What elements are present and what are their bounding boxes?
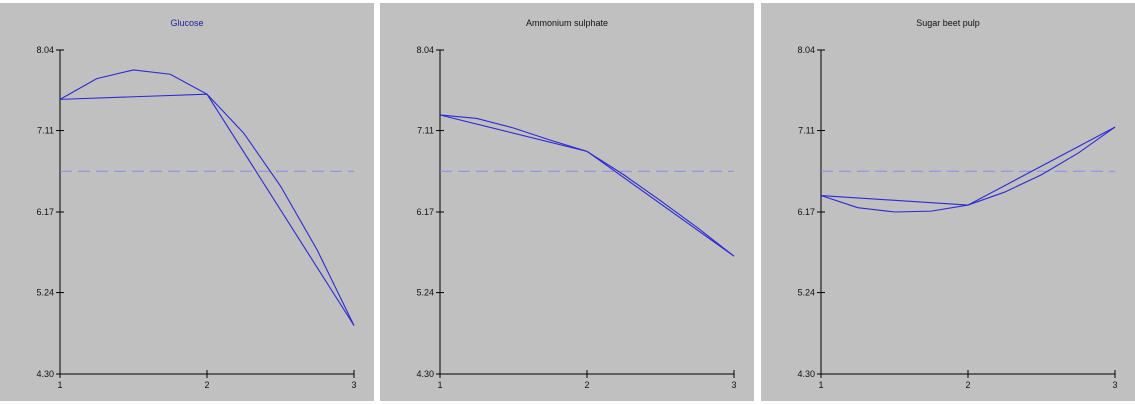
series-segment-line xyxy=(820,126,1116,206)
sugar-beet-pulp-chart: 4.30 5.24 6.17 7.11 8.04 1 2 3 xyxy=(797,45,1117,390)
y-tick-label: 4.30 xyxy=(36,369,54,379)
ammonium-sulphate-chart: 4.30 5.24 6.17 7.11 8.04 1 2 3 xyxy=(416,45,736,390)
glucose-title: Glucose xyxy=(170,18,204,28)
x-tick-label: 3 xyxy=(1112,380,1117,390)
y-tick-label: 4.30 xyxy=(416,369,434,379)
y-tick-label: 6.17 xyxy=(416,207,434,217)
glucose-panel: Glucose 4.30 5.24 6.17 7.11 8.04 1 2 3 xyxy=(0,3,374,401)
x-tick-label: 2 xyxy=(584,380,589,390)
x-tick-label: 2 xyxy=(965,380,970,390)
y-tick-label: 8.04 xyxy=(36,45,54,55)
x-tick-label: 3 xyxy=(731,380,736,390)
x-tick-label: 3 xyxy=(351,380,356,390)
y-tick-label: 6.17 xyxy=(36,207,54,217)
y-tick-label: 5.24 xyxy=(36,288,54,298)
y-tick-label: 5.24 xyxy=(797,288,815,298)
y-tick-label: 8.04 xyxy=(416,45,434,55)
y-tick-label: 6.17 xyxy=(797,207,815,217)
y-tick-label: 8.04 xyxy=(797,45,815,55)
series-segment-line xyxy=(439,114,735,257)
sugar-beet-pulp-title: Sugar beet pulp xyxy=(916,18,980,28)
glucose-chart: 4.30 5.24 6.17 7.11 8.04 1 2 3 xyxy=(36,45,356,390)
x-tick-label: 1 xyxy=(57,380,62,390)
y-tick-label: 7.11 xyxy=(417,126,434,136)
series-segment-line xyxy=(59,93,355,326)
y-tick-label: 7.11 xyxy=(37,126,54,136)
sugar-beet-pulp-panel: Sugar beet pulp 4.30 5.24 6.17 7.11 8.04 1 2 3 xyxy=(761,3,1135,401)
x-tick-label: 1 xyxy=(437,380,442,390)
y-tick-label: 7.11 xyxy=(798,126,815,136)
ammonium-sulphate-title: Ammonium sulphate xyxy=(525,18,609,28)
series-smooth-curve xyxy=(820,126,1116,213)
y-tick-label: 5.24 xyxy=(416,288,434,298)
x-tick-label: 2 xyxy=(204,380,209,390)
series-smooth-curve xyxy=(59,69,355,326)
x-tick-label: 1 xyxy=(818,380,823,390)
y-tick-label: 4.30 xyxy=(797,369,815,379)
ammonium-sulphate-panel: Ammonium sulphate 4.30 5.24 6.17 7.11 8.04 1 2… xyxy=(380,3,754,401)
series-smooth-curve xyxy=(439,114,735,257)
